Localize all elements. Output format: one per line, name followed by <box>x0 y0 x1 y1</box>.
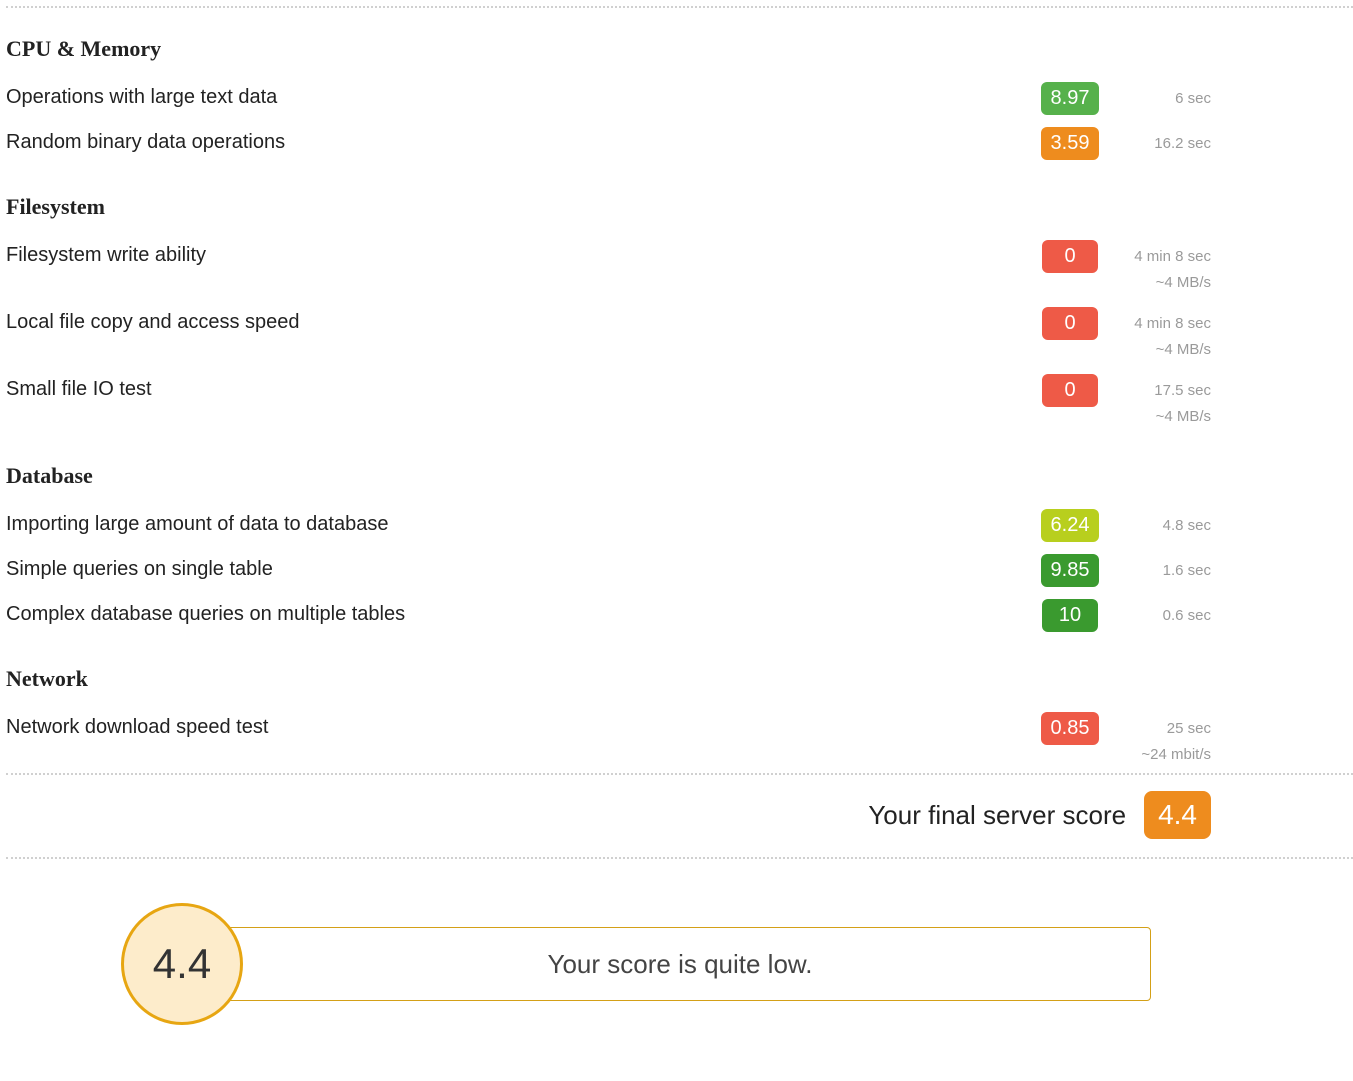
final-score-row: Your final server score 4.4 <box>6 775 1211 857</box>
verdict-score-circle: 4.4 <box>121 903 243 1025</box>
metric-row-db-import-large: Importing large amount of data to databa… <box>6 503 1211 548</box>
section-title: CPU & Memory <box>6 36 1353 62</box>
metric-meta-line: 17.5 sec <box>1109 378 1211 404</box>
score-column: 10 <box>1039 599 1101 632</box>
score-badge: 6.24 <box>1041 509 1100 542</box>
score-column: 3.59 <box>1039 127 1101 160</box>
metric-meta-line: ~24 mbit/s <box>1109 742 1211 768</box>
final-score-badge: 4.4 <box>1144 791 1211 839</box>
metric-meta-line: 25 sec <box>1109 716 1211 742</box>
divider-after-final <box>6 857 1353 859</box>
score-column: 0.85 <box>1039 712 1101 745</box>
metric-label: Random binary data operations <box>6 127 1023 154</box>
metric-meta: 6 sec <box>1101 82 1211 112</box>
score-badge: 8.97 <box>1041 82 1100 115</box>
metric-meta-line: 4.8 sec <box>1109 513 1211 539</box>
score-badge: 9.85 <box>1041 554 1100 587</box>
metric-meta: 25 sec~24 mbit/s <box>1101 712 1211 767</box>
metric-meta: 17.5 sec~4 MB/s <box>1101 374 1211 429</box>
score-column: 0 <box>1039 374 1101 407</box>
metric-meta: 16.2 sec <box>1101 127 1211 157</box>
verdict-score-value: 4.4 <box>153 940 211 988</box>
final-score-label: Your final server score <box>868 800 1126 831</box>
metric-meta-line: 1.6 sec <box>1109 558 1211 584</box>
metric-row-operations-large-text: Operations with large text data 8.97 6 sec <box>6 76 1211 121</box>
metric-meta-line: 4 min 8 sec <box>1109 244 1211 270</box>
metric-row-local-file-copy-speed: Local file copy and access speed04 min 8… <box>6 301 1211 368</box>
benchmark-report: CPU & Memory Operations with large text d… <box>0 0 1353 1077</box>
metric-row-db-simple-query: Simple queries on single table 9.85 1.6 se… <box>6 548 1211 593</box>
metric-row-random-binary-ops: Random binary data operations 3.59 16.2 se… <box>6 121 1211 166</box>
score-badge: 0 <box>1042 240 1098 273</box>
metric-label: Simple queries on single table <box>6 554 1023 581</box>
metric-label: Local file copy and access speed <box>6 307 1023 334</box>
metric-label: Network download speed test <box>6 712 1023 739</box>
section-title: Filesystem <box>6 194 1353 220</box>
metric-row-db-complex-query: Complex database queries on multiple tab… <box>6 593 1211 638</box>
score-badge: 3.59 <box>1041 127 1100 160</box>
verdict-panel: Your score is quite low. 4.4 <box>121 907 1151 1037</box>
score-column: 9.85 <box>1039 554 1101 587</box>
score-column: 6.24 <box>1039 509 1101 542</box>
metric-meta: 1.6 sec <box>1101 554 1211 584</box>
metric-meta-line: 0.6 sec <box>1109 603 1211 629</box>
score-column: 0 <box>1039 307 1101 340</box>
metric-label: Operations with large text data <box>6 82 1023 109</box>
metric-meta: 4 min 8 sec~4 MB/s <box>1101 307 1211 362</box>
metric-meta-line: ~4 MB/s <box>1109 404 1211 430</box>
score-badge: 0 <box>1042 307 1098 340</box>
metric-meta-line: ~4 MB/s <box>1109 270 1211 296</box>
verdict-message-box: Your score is quite low. <box>209 927 1151 1001</box>
metric-meta: 4.8 sec <box>1101 509 1211 539</box>
section-title: Database <box>6 463 1353 489</box>
score-column: 0 <box>1039 240 1101 273</box>
metric-row-small-file-io: Small file IO test017.5 sec~4 MB/s <box>6 368 1211 435</box>
verdict-text: Your score is quite low. <box>548 949 813 980</box>
metric-meta-line: 16.2 sec <box>1109 131 1211 157</box>
score-badge: 0 <box>1042 374 1098 407</box>
metric-meta-line: 6 sec <box>1109 86 1211 112</box>
metric-label: Small file IO test <box>6 374 1023 401</box>
metric-meta-line: 4 min 8 sec <box>1109 311 1211 337</box>
metric-label: Importing large amount of data to databa… <box>6 509 1023 536</box>
metric-label: Filesystem write ability <box>6 240 1023 267</box>
metric-row-fs-write-ability: Filesystem write ability04 min 8 sec~4 M… <box>6 234 1211 301</box>
section-title: Network <box>6 666 1353 692</box>
divider-top <box>6 6 1353 8</box>
metric-meta: 0.6 sec <box>1101 599 1211 629</box>
metric-label: Complex database queries on multiple tab… <box>6 599 1023 626</box>
metric-meta-line: ~4 MB/s <box>1109 337 1211 363</box>
metric-meta: 4 min 8 sec~4 MB/s <box>1101 240 1211 295</box>
score-column: 8.97 <box>1039 82 1101 115</box>
metric-row-network-download-speed: Network download speed test0.8525 sec~24… <box>6 706 1211 773</box>
score-badge: 10 <box>1042 599 1098 632</box>
score-badge: 0.85 <box>1041 712 1100 745</box>
